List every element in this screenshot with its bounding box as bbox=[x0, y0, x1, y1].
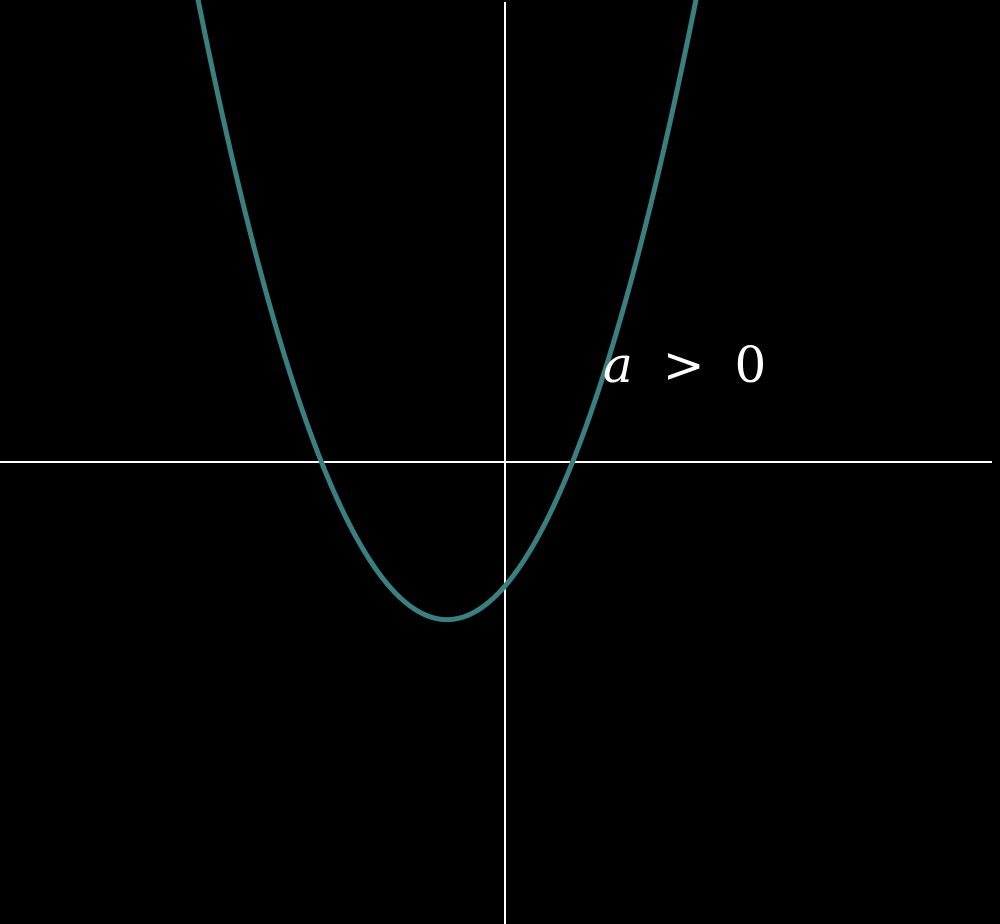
annotation-value: 0 bbox=[735, 336, 767, 394]
annotation-variable: a bbox=[603, 336, 633, 394]
annotation-relation: > bbox=[663, 336, 705, 394]
parabola-curve bbox=[195, 0, 699, 623]
coefficient-annotation: a > 0 bbox=[603, 336, 766, 394]
